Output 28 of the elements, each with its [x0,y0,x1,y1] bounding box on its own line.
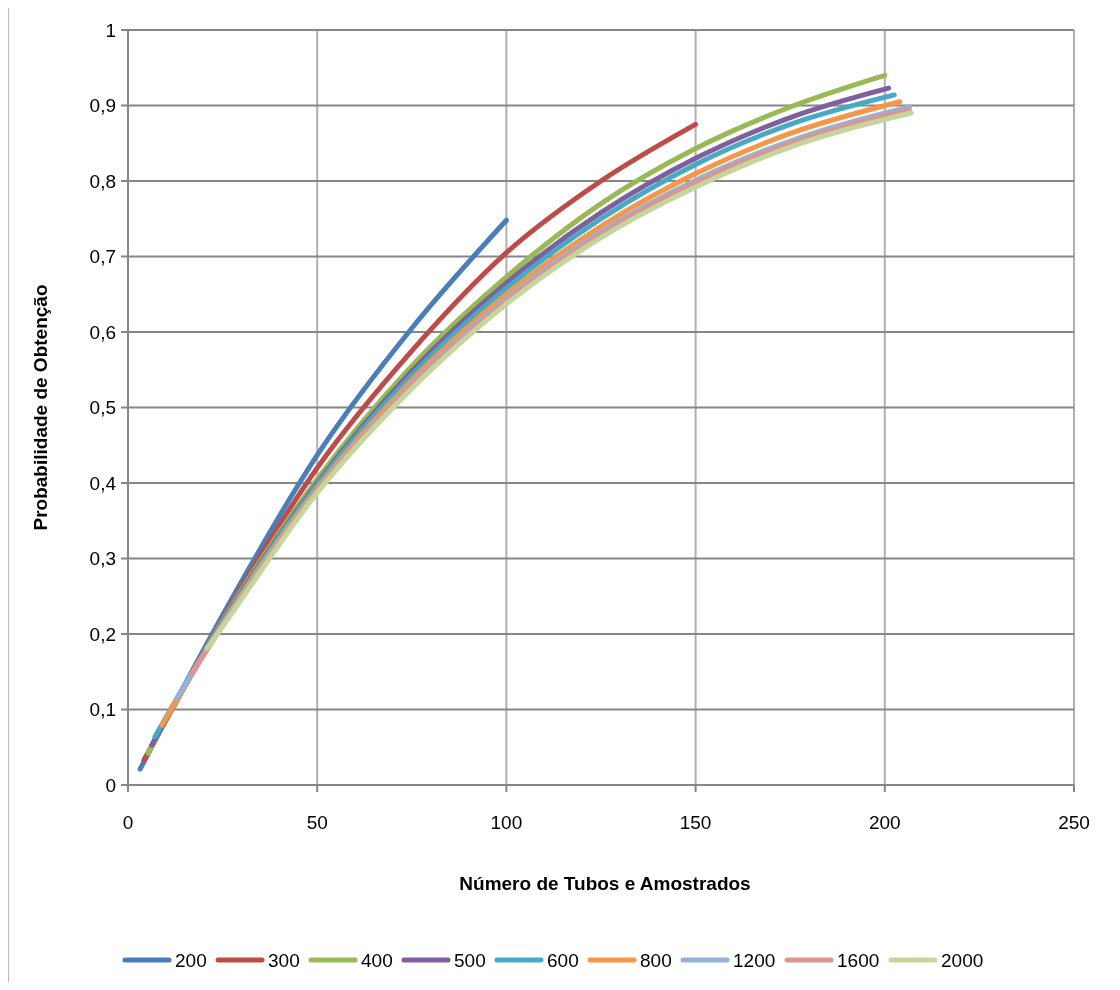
y-tick-label: 0,8 [89,170,116,192]
x-tick-label: 250 [1058,812,1090,833]
x-tick-label: 100 [490,812,523,833]
y-tick-label: 0,1 [89,699,116,721]
y-axis-title: Probabilidade de Obtenção [30,284,51,531]
legend-label: 500 [454,949,486,971]
x-tick-label: 0 [122,812,134,833]
legend-label: 1200 [733,949,776,971]
y-tick-label: 0,2 [89,623,116,645]
legend-label: 2000 [941,949,984,971]
x-axis-title: Número de Tubos e Amostrados [459,873,751,894]
y-tick-label: 0,9 [89,95,116,117]
x-tick-label: 200 [868,812,901,833]
legend-label: 400 [361,949,393,971]
y-tick-label: 1 [105,19,116,41]
x-tick-label: 150 [679,812,712,833]
y-tick-label: 0,7 [89,246,116,268]
y-tick-label: 0,6 [89,321,116,343]
legend-label: 1600 [837,949,880,971]
y-tick-label: 0,3 [89,548,116,570]
y-tick-label: 0,5 [89,397,116,419]
legend-label: 200 [175,949,207,971]
legend-label: 300 [268,949,300,971]
y-tick-label: 0,4 [89,472,117,494]
legend-label: 800 [640,949,672,971]
y-tick-label: 0 [105,774,116,796]
legend-label: 600 [547,949,579,971]
x-tick-label: 50 [306,812,328,833]
